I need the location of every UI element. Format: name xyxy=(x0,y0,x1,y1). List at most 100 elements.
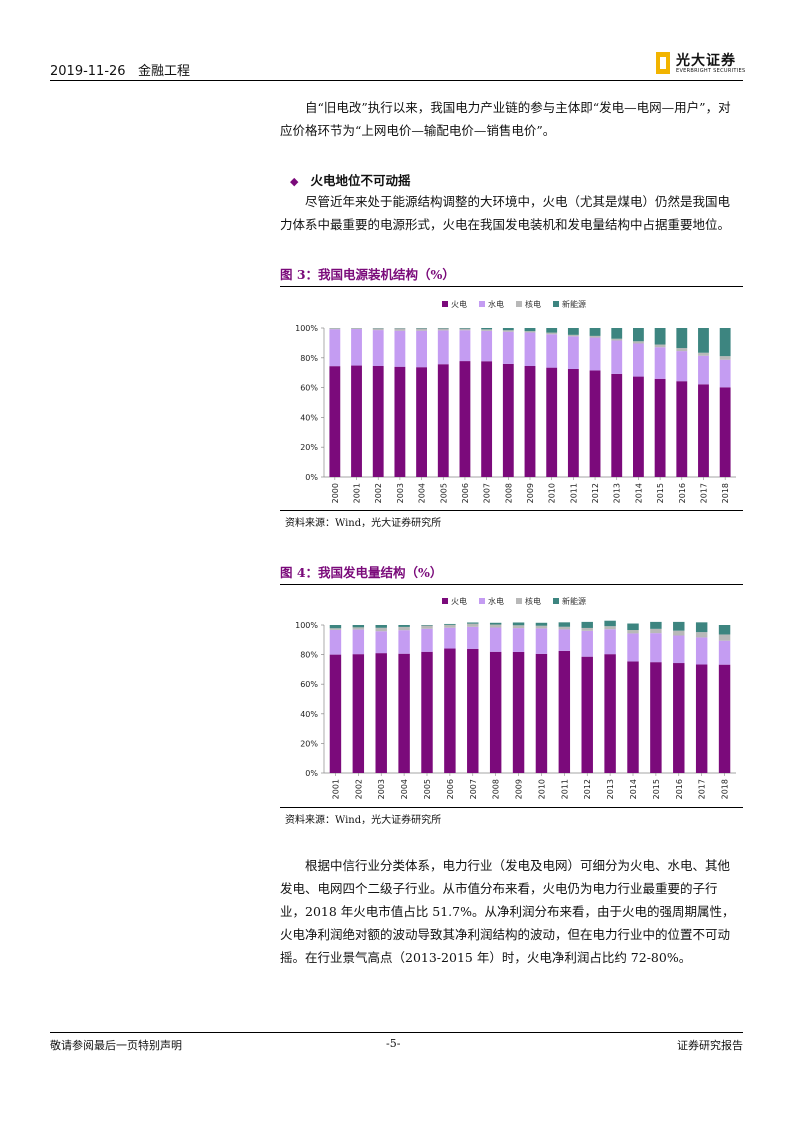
bar-segment-0 xyxy=(467,648,479,773)
legend-label: 火电 xyxy=(451,596,467,606)
diamond-bullet-icon: ◆ xyxy=(290,175,299,188)
bar-segment-2 xyxy=(467,623,479,627)
x-tick-label: 2002 xyxy=(354,779,363,799)
bar-segment-2 xyxy=(437,328,449,331)
bar-segment-1 xyxy=(546,334,558,368)
bar-segment-2 xyxy=(329,328,341,330)
bar-segment-2 xyxy=(718,634,731,641)
x-tick-label: 2018 xyxy=(721,483,730,503)
bar-segment-1 xyxy=(489,627,502,652)
section-heading: ◆ 火电地位不可动摇 xyxy=(290,170,410,189)
legend-label: 新能源 xyxy=(562,299,586,309)
bar-segment-2 xyxy=(329,628,342,630)
logo-english: EVERBRIGHT SECURITIES xyxy=(676,68,746,74)
bar-segment-3 xyxy=(604,620,616,627)
bar-segment-0 xyxy=(581,656,593,773)
bar-segment-0 xyxy=(502,363,514,477)
bar-segment-3 xyxy=(535,622,548,626)
bar-segment-0 xyxy=(589,370,601,477)
x-tick-label: 2017 xyxy=(699,483,708,503)
bar-segment-1 xyxy=(444,627,456,649)
bar-segment-2 xyxy=(581,627,593,631)
legend-label: 核电 xyxy=(525,596,541,606)
bar-segment-1 xyxy=(558,629,571,651)
bar-segment-1 xyxy=(627,633,639,662)
bar-segment-0 xyxy=(558,650,571,773)
x-tick-label: 2013 xyxy=(613,483,622,503)
x-tick-label: 2017 xyxy=(698,779,707,799)
bar-segment-2 xyxy=(546,332,558,335)
y-tick-label: 80% xyxy=(300,354,318,363)
bar-segment-1 xyxy=(329,329,341,367)
bar-segment-3 xyxy=(398,625,410,627)
legend-swatch-3 xyxy=(553,301,559,307)
x-tick-label: 2014 xyxy=(629,779,638,799)
bar-segment-3 xyxy=(567,328,579,335)
bar-segment-3 xyxy=(558,622,571,627)
bar-segment-3 xyxy=(524,328,536,332)
bar-segment-2 xyxy=(650,628,662,634)
y-tick-label: 100% xyxy=(295,324,318,333)
legend-swatch-3 xyxy=(553,598,559,604)
bar-segment-0 xyxy=(416,367,427,477)
x-tick-label: 2006 xyxy=(446,779,455,799)
x-tick-label: 2009 xyxy=(515,779,524,799)
x-tick-label: 2007 xyxy=(483,483,492,503)
bar-segment-0 xyxy=(512,651,525,773)
bar-segment-0 xyxy=(698,384,709,477)
legend-swatch-2 xyxy=(516,598,522,604)
x-tick-label: 2016 xyxy=(675,779,684,799)
bar-segment-2 xyxy=(489,624,502,628)
bar-segment-2 xyxy=(611,338,623,341)
bar-segment-0 xyxy=(489,651,502,773)
bar-segment-2 xyxy=(351,328,362,330)
figure-3-top-rule xyxy=(280,286,743,287)
bar-segment-1 xyxy=(416,330,427,368)
bar-segment-2 xyxy=(375,627,387,632)
figure-4-title: 图 4：我国发电量结构（%） xyxy=(280,565,443,580)
bar-segment-3 xyxy=(611,328,623,339)
bar-segment-1 xyxy=(524,332,536,366)
bar-segment-3 xyxy=(502,328,514,331)
x-tick-label: 2014 xyxy=(634,483,643,503)
legend-label: 新能源 xyxy=(562,596,586,606)
bar-segment-0 xyxy=(673,663,685,773)
bar-segment-1 xyxy=(372,330,384,366)
bar-segment-1 xyxy=(502,331,514,364)
bar-segment-2 xyxy=(558,626,571,630)
bar-segment-0 xyxy=(611,373,623,477)
figure-4-source: 资料来源：Wind，光大证券研究所 xyxy=(285,815,442,826)
bar-segment-3 xyxy=(718,625,731,635)
bar-segment-3 xyxy=(421,625,433,626)
bar-segment-3 xyxy=(581,621,593,628)
bar-segment-1 xyxy=(650,633,662,663)
bar-segment-1 xyxy=(673,635,685,664)
bar-segment-1 xyxy=(459,330,471,362)
bar-segment-1 xyxy=(467,626,479,649)
bar-segment-3 xyxy=(444,623,456,625)
bar-segment-0 xyxy=(329,366,341,477)
bar-segment-2 xyxy=(372,328,384,331)
bar-segment-2 xyxy=(633,341,644,344)
bar-segment-2 xyxy=(421,625,433,629)
bar-segment-0 xyxy=(676,381,688,477)
bar-segment-2 xyxy=(676,348,688,352)
bar-segment-0 xyxy=(695,664,708,773)
bar-segment-1 xyxy=(329,629,342,655)
x-tick-label: 2016 xyxy=(678,483,687,503)
bar-segment-2 xyxy=(481,329,493,331)
x-tick-label: 2012 xyxy=(591,483,600,503)
figure-3-title: 图 3：我国电源装机结构（%） xyxy=(280,267,455,282)
x-tick-label: 2001 xyxy=(353,483,362,503)
bar-segment-1 xyxy=(718,640,731,665)
header-rule xyxy=(50,80,743,81)
bar-segment-1 xyxy=(351,329,362,366)
chart-generation-structure: 火电 水电 核电 新能源 0% 20% 40% 60% 80% 100% 2001 2002 2003 2… xyxy=(295,596,736,799)
paragraph-2: 尽管近年来处于能源结构调整的大环境中，火电（尤其是煤电）仍然是我国电力体系中最重… xyxy=(280,194,731,232)
bar-segment-0 xyxy=(604,654,616,773)
legend-label: 火电 xyxy=(451,299,467,309)
y-tick-label: 80% xyxy=(300,651,318,660)
bar-segment-2 xyxy=(394,328,406,331)
bar-segment-2 xyxy=(567,334,579,337)
bar-segment-0 xyxy=(351,365,362,477)
